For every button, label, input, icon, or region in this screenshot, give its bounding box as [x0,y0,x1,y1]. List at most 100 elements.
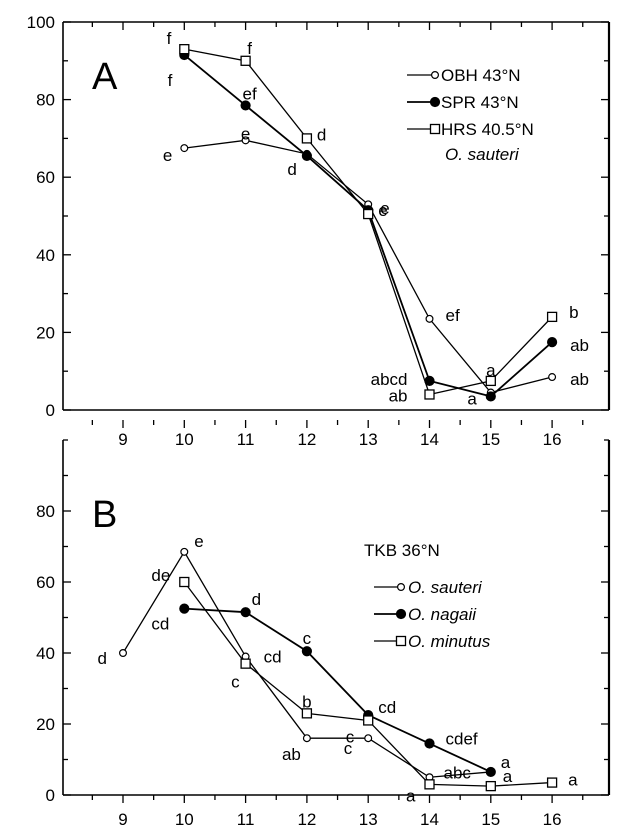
significance-label: a [467,389,477,408]
series-line [184,139,553,394]
legend-marker [397,582,406,591]
significance-label: c [344,739,353,758]
significance-label: e [194,532,203,551]
significance-label: e [380,199,389,218]
legend-entry: SPR 43°N [441,93,519,112]
data-point [546,777,558,788]
y-tick-label: 80 [36,502,55,521]
data-point [424,389,435,400]
significance-label: c [303,629,312,648]
x-tick-label: 12 [297,810,316,829]
significance-label: a [406,786,416,805]
x-tick-label: 9 [118,810,127,829]
x-tick-label: 11 [237,810,255,829]
data-point [240,55,251,66]
data-point [485,766,496,778]
y-tick-label: 100 [27,13,55,32]
x-tick-label: 14 [420,810,439,829]
significance-label: ab [389,386,408,405]
significance-label: e [241,124,250,143]
significance-label: f [167,29,172,48]
panel-label: B [92,494,117,536]
panel-label: A [92,56,118,98]
series-line [184,607,492,773]
significance-label: de [151,566,170,585]
significance-label: a [503,767,513,786]
data-point [424,738,435,749]
legend-marker [395,608,407,620]
x-tick-label: 12 [297,430,316,449]
legend-entry: OBH 43°N [441,66,521,85]
significance-label: ab [570,370,589,389]
legend-entry: O. minutus [408,632,491,651]
significance-label: cd [264,648,282,667]
significance-label: ab [282,745,301,764]
data-point [485,391,496,402]
data-point [301,150,312,161]
data-point [363,208,374,220]
significance-label: cd [151,615,169,634]
significance-label: e [163,146,172,165]
y-tick-label: 0 [46,401,55,420]
x-tick-label: 10 [175,430,194,449]
data-point [179,603,190,614]
significance-label: cd [378,698,396,717]
significance-label: abcd [371,370,408,389]
legend-header: TKB 36°N [364,541,440,560]
data-point [364,734,373,743]
y-tick-label: 40 [36,246,55,265]
y-tick-label: 0 [46,786,55,805]
data-point [240,607,251,618]
data-point [118,648,127,657]
data-point [240,658,251,669]
x-tick-label: 13 [359,810,378,829]
y-tick-label: 20 [36,715,55,734]
significance-label: c [346,727,355,746]
data-point [424,779,435,790]
y-tick-label: 60 [36,573,55,592]
data-point [179,44,190,55]
x-tick-label: 14 [420,430,439,449]
data-point [425,314,434,323]
data-point [240,100,251,111]
significance-label: c [231,673,240,692]
significance-label: f [168,71,173,90]
legend-note: O. sauteri [445,145,520,164]
x-tick-label: 15 [481,810,500,829]
y-tick-label: 40 [36,644,55,663]
significance-label: d [98,649,107,668]
data-point [180,547,189,556]
x-tick-label: 16 [543,430,562,449]
significance-label: d [317,125,326,144]
significance-label: b [569,303,578,322]
significance-label: abc [444,763,472,782]
significance-label: d [252,590,261,609]
x-tick-label: 13 [359,430,378,449]
legend-marker [431,70,440,79]
significance-label: a [486,361,496,380]
significance-label: ef [243,84,257,103]
significance-label: f [247,39,252,58]
x-tick-label: 15 [481,430,500,449]
legend-marker [429,123,441,135]
significance-label: ef [446,306,460,325]
data-point [363,715,374,726]
significance-label: a [568,771,578,790]
significance-label: b [302,692,311,711]
y-tick-label: 20 [36,323,55,342]
significance-label: d [287,160,296,179]
data-point [301,133,313,144]
data-point [302,734,311,743]
significance-label: cdef [446,730,478,749]
legend-entry: HRS 40.5°N [441,120,534,139]
data-point [548,373,557,382]
x-tick-label: 10 [175,810,194,829]
significance-label: a [501,753,511,772]
data-point [301,708,313,719]
data-point [485,780,496,792]
significance-label: e [378,201,387,220]
data-point [547,337,558,348]
